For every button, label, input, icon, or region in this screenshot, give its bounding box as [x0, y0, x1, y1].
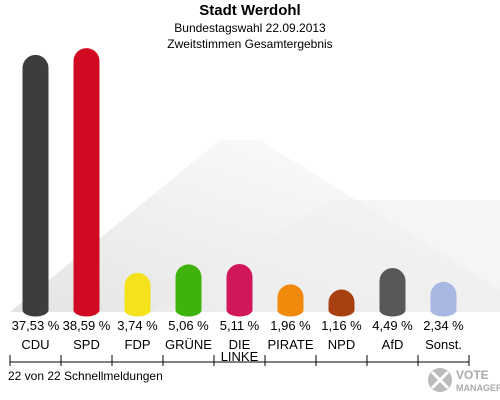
value-label: 5,11 % [219, 318, 260, 333]
bar [73, 48, 100, 317]
logo: VOTE MANAGER [428, 368, 500, 393]
value-label: 37,53 % [11, 318, 60, 333]
bar [430, 281, 457, 317]
bar [124, 272, 151, 317]
x-tick-label: GRÜNE [165, 337, 212, 352]
x-tick-label: Sonst. [425, 337, 462, 352]
chart-subtitle: Zweitstimmen Gesamtergebnis [167, 37, 332, 51]
logo-icon [430, 370, 450, 390]
bar [175, 264, 202, 317]
x-tick-label: FDP [124, 337, 151, 352]
chart-title: Stadt Werdohl [199, 2, 300, 19]
value-label: 2,34 % [423, 318, 464, 333]
logo-text: VOTE [456, 368, 489, 382]
bar [379, 268, 406, 317]
footer: 22 von 22 Schnellmeldungen [8, 369, 163, 383]
x-tick-label: PIRATE [267, 337, 314, 352]
value-label: 3,74 % [117, 318, 158, 333]
value-label: 5,06 % [168, 318, 209, 333]
bar [277, 284, 304, 317]
value-label: 1,96 % [270, 318, 311, 333]
bar [22, 54, 49, 317]
bar [328, 289, 355, 317]
value-label: 1,16 % [321, 318, 362, 333]
x-tick-label: CDU [21, 337, 50, 352]
logo-text: MANAGER [456, 383, 500, 393]
x-tick-label: NPD [327, 337, 356, 352]
x-tick-label: DIE LINKE [220, 337, 259, 364]
bar [226, 264, 253, 317]
x-tick-label: AfD [381, 337, 404, 352]
chart-subtitle: Bundestagswahl 22.09.2013 [174, 21, 326, 35]
value-label: 4,49 % [372, 318, 413, 333]
value-label: 38,59 % [62, 318, 111, 333]
x-tick-label: SPD [73, 337, 100, 352]
